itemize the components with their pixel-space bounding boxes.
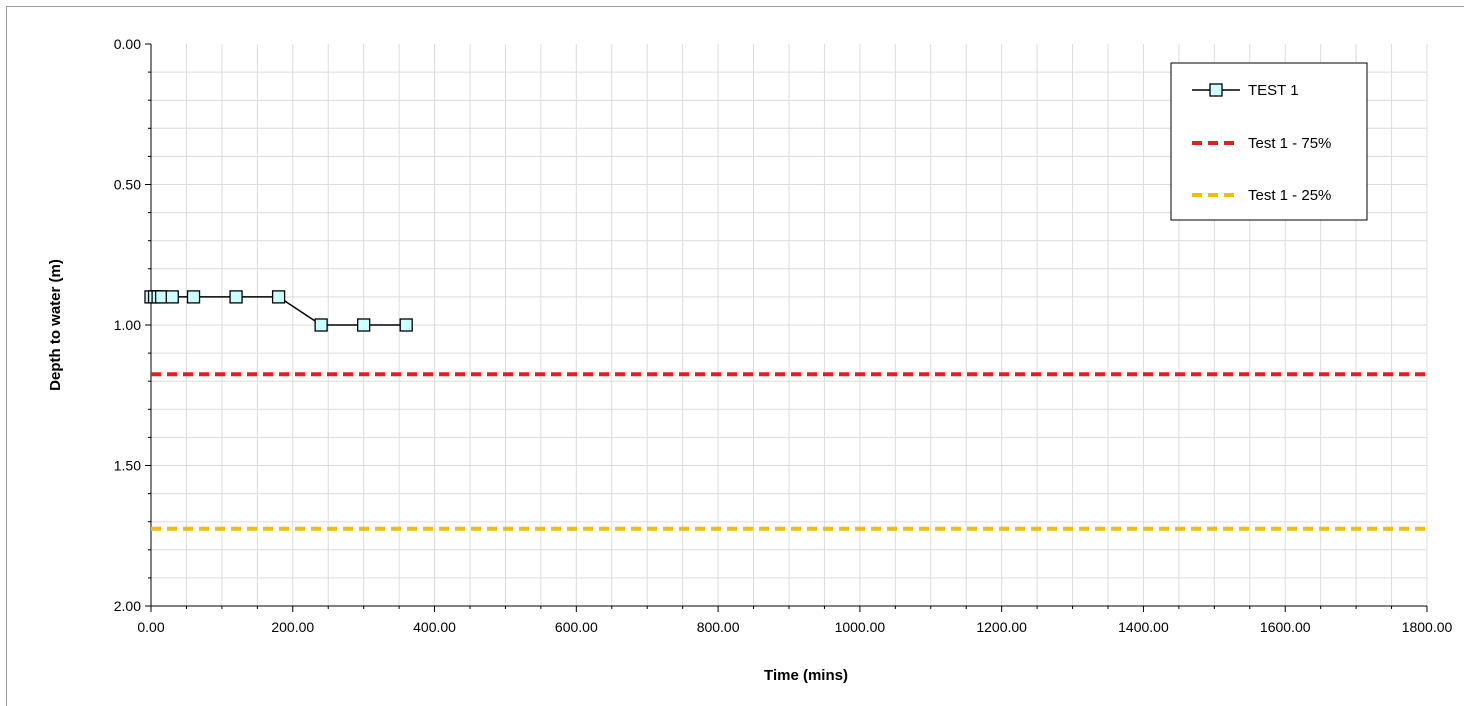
y-tick-label: 1.00 xyxy=(114,317,141,333)
x-tick-label: 400.00 xyxy=(413,619,456,635)
x-tick-label: 0.00 xyxy=(137,619,164,635)
legend-label: Test 1 - 25% xyxy=(1248,187,1331,204)
x-tick-label: 1400.00 xyxy=(1118,619,1169,635)
data-point-marker xyxy=(314,318,328,332)
data-point-marker xyxy=(165,290,179,304)
data-point-marker xyxy=(357,318,371,332)
chart-frame xyxy=(6,6,1464,706)
y-tick-label: 0.50 xyxy=(114,177,141,193)
legend-label: TEST 1 xyxy=(1248,82,1299,99)
x-tick-label: 1000.00 xyxy=(835,619,886,635)
data-point-marker xyxy=(399,318,413,332)
y-axis-title: Depth to water (m) xyxy=(47,259,64,391)
data-point-marker xyxy=(271,290,286,304)
x-tick-label: 200.00 xyxy=(271,619,314,635)
y-tick-label: 1.50 xyxy=(114,458,141,474)
x-tick-label: 1200.00 xyxy=(976,619,1027,635)
axes xyxy=(145,43,1428,612)
legend-label: Test 1 - 75% xyxy=(1248,135,1331,152)
x-tick-label: 600.00 xyxy=(555,619,598,635)
y-tick-label: 0.00 xyxy=(114,36,141,52)
x-axis-title: Time (mins) xyxy=(764,667,848,684)
tick-labels: 0.00 0.50 1.00 1.50 2.00 0.00 200.00 400.00 600.… xyxy=(114,36,1453,635)
legend-marker xyxy=(1209,83,1223,97)
data-point-marker xyxy=(229,290,243,304)
x-tick-label: 1800.00 xyxy=(1402,619,1453,635)
y-tick-label: 2.00 xyxy=(114,598,141,614)
x-tick-label: 1600.00 xyxy=(1260,619,1311,635)
legend-box xyxy=(1170,62,1368,221)
data-series xyxy=(144,290,1427,531)
data-point-marker xyxy=(186,290,201,304)
x-tick-label: 800.00 xyxy=(697,619,740,635)
legend: TEST 1 Test 1 - 75% Test 1 - 25% xyxy=(1170,62,1368,221)
